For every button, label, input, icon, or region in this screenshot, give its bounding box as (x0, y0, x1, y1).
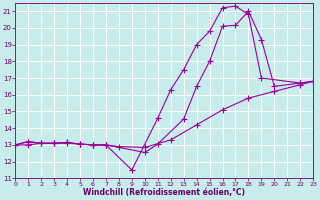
X-axis label: Windchill (Refroidissement éolien,°C): Windchill (Refroidissement éolien,°C) (83, 188, 245, 197)
